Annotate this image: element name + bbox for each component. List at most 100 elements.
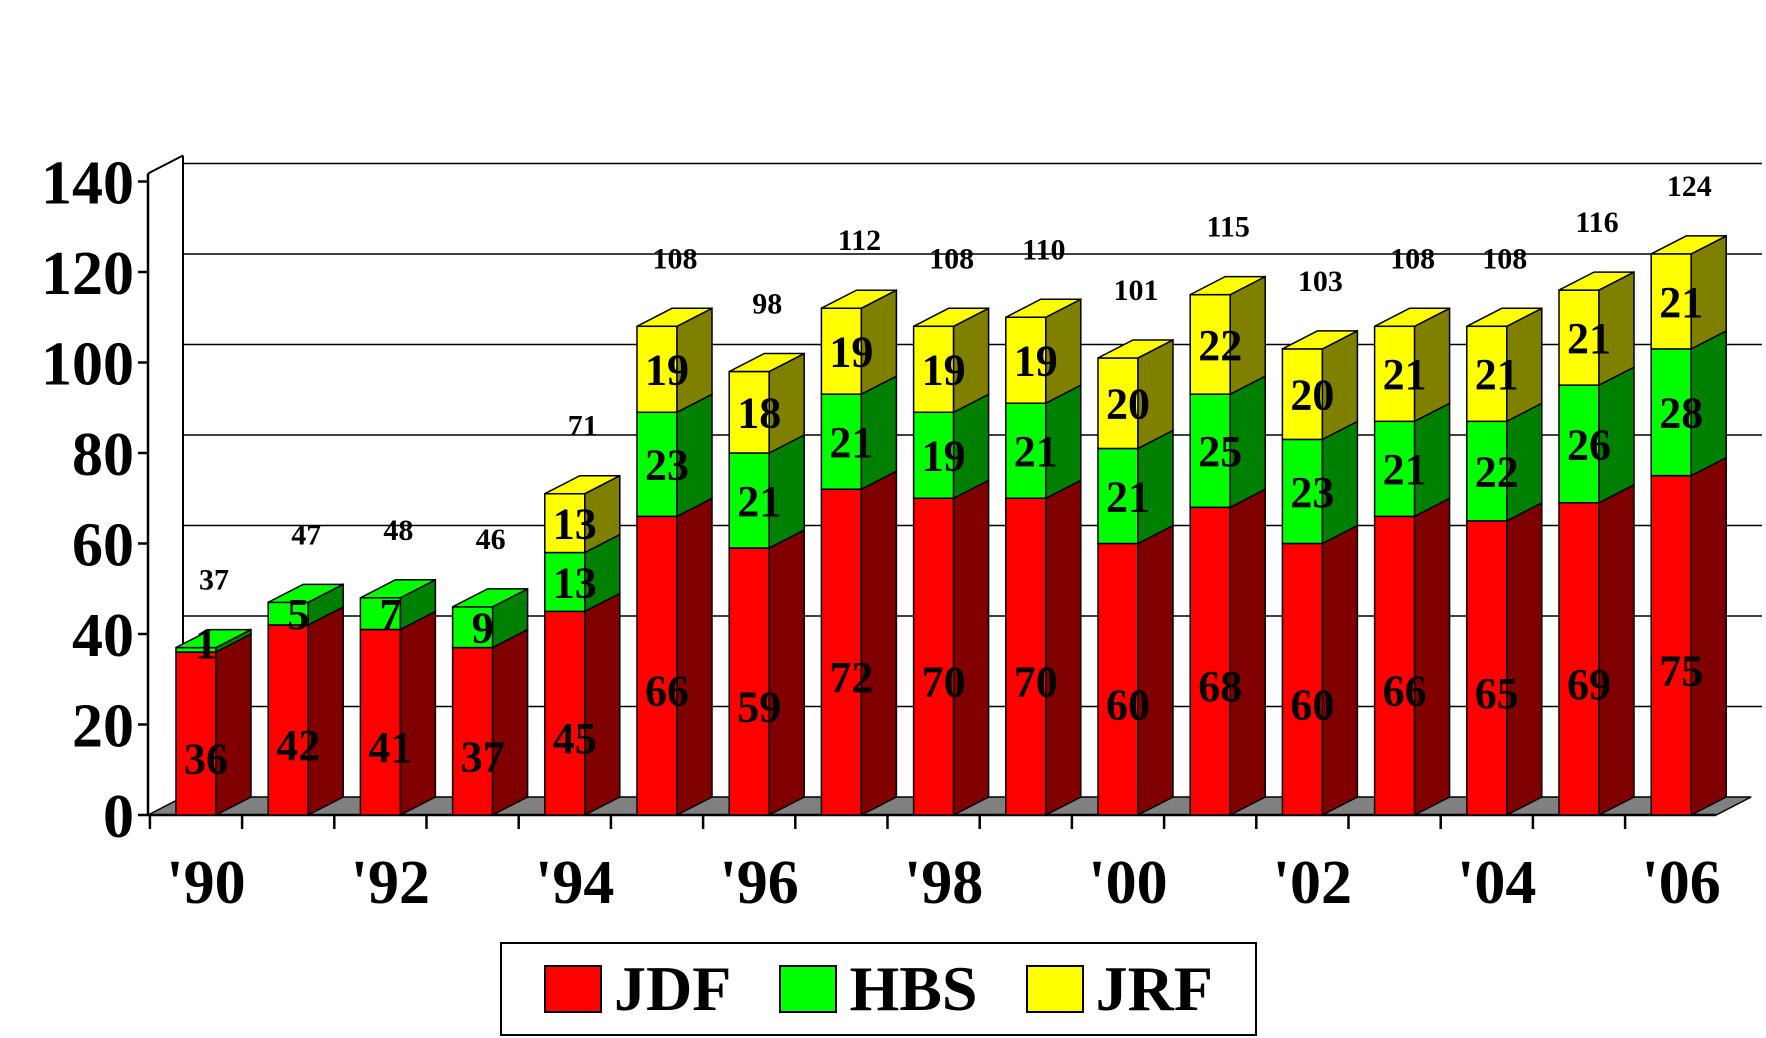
legend-item-jdf: JDF [544, 957, 731, 1021]
total-value-label: 37 [199, 564, 229, 597]
bar-jdf-front [820, 488, 863, 816]
total-value-label: 48 [383, 514, 413, 547]
bar-jdf-front [1466, 520, 1508, 816]
bar-hbs-front [1558, 384, 1600, 504]
total-value-label: 124 [1667, 170, 1712, 203]
bar-jdf-side [952, 479, 990, 817]
segment-value-label: 13 [553, 500, 597, 549]
segment-value-label: 60 [1106, 680, 1150, 729]
segment-value-label: 13 [553, 558, 597, 607]
segment-value-label: 9 [472, 604, 494, 653]
segment-value-label: 21 [1475, 350, 1519, 399]
segment-value-label: 22 [1198, 321, 1242, 370]
bar-jdf-side [1137, 524, 1174, 817]
bar-jrf-top [1650, 235, 1727, 255]
segment-value-label: 20 [1106, 380, 1150, 429]
bar-jrf-top [821, 289, 897, 309]
x-tick-label: '06 [1642, 849, 1721, 917]
bar-jdf-front [544, 610, 586, 816]
total-value-label: 112 [838, 224, 881, 257]
segment-value-label: 37 [461, 732, 505, 781]
bar-jdf-side [1598, 483, 1635, 817]
bar-jdf-front [1373, 515, 1416, 816]
total-value-label: 108 [653, 242, 698, 275]
bar-jdf-front [1281, 542, 1324, 816]
y-tick-label: 80 [72, 421, 134, 489]
y-tick-label: 20 [72, 693, 134, 761]
bar-jrf-front [728, 370, 770, 454]
x-tick-label: '96 [720, 849, 799, 917]
total-value-label: 116 [1575, 206, 1618, 239]
legend-swatch [1025, 965, 1084, 1013]
bar-jdf-side [215, 632, 252, 817]
bar-jrf-front [636, 325, 678, 414]
segment-value-label: 36 [184, 735, 228, 784]
x-tick-label: '04 [1457, 849, 1536, 917]
segment-value-label: 21 [1383, 445, 1427, 494]
bar-jdf-side [1506, 501, 1543, 817]
segment-value-label: 72 [829, 653, 873, 702]
segment-value-label: 19 [922, 346, 966, 395]
x-tick-label: '90 [166, 849, 245, 917]
bar-jdf-side [1321, 524, 1359, 817]
bars [175, 234, 1727, 817]
bar-hbs-top [360, 579, 436, 599]
segment-value-label: 1 [195, 619, 217, 668]
bar-jdf-side [399, 610, 437, 817]
bar-jrf-top [1374, 307, 1450, 328]
bar-jdf-front [1005, 497, 1047, 816]
segment-value-label: 45 [553, 714, 597, 763]
total-value-label: 108 [1482, 242, 1527, 275]
bar-jdf-front [1189, 506, 1231, 816]
y-tick-label: 100 [41, 331, 134, 399]
segment-value-label: 70 [1014, 658, 1058, 707]
x-tick-label: '94 [535, 849, 614, 917]
segment-value-label: 68 [1198, 662, 1242, 711]
bar-jdf-front [912, 497, 955, 816]
bar-jdf-side [584, 592, 621, 817]
bar-jrf-front [1097, 357, 1139, 450]
segment-value-label: 70 [922, 658, 966, 707]
segment-value-label: 75 [1659, 646, 1703, 695]
segment-value-label: 19 [922, 432, 966, 481]
segment-value-label: 18 [737, 389, 781, 438]
segment-value-label: 41 [368, 723, 412, 772]
bar-jdf-side [307, 605, 344, 817]
bar-jrf-front [1189, 293, 1231, 395]
bar-jdf-side [860, 469, 898, 817]
total-value-label: 115 [1207, 211, 1250, 244]
bar-jrf-front [1005, 316, 1047, 404]
segment-value-label: 21 [737, 477, 781, 526]
segment-value-label: 20 [1290, 371, 1334, 420]
y-tick-label: 60 [72, 512, 134, 580]
segment-value-label: 19 [645, 346, 689, 395]
segment-value-label: 19 [1014, 337, 1058, 386]
legend-label: HBS [849, 953, 978, 1024]
segment-value-label: 59 [737, 683, 781, 732]
bar-jrf-front [1558, 289, 1600, 386]
segment-value-label: 19 [829, 328, 873, 377]
bar-jdf-front [359, 628, 402, 816]
bar-jdf-front [636, 515, 678, 816]
labels: 36 1 37 42 5 47 41 7 48 37 9 46 45 13 13 71 66 23 19 108 59 2… [184, 170, 1712, 784]
legend-item-hbs: HBS [779, 953, 978, 1024]
bar-jrf-front [1281, 348, 1324, 441]
segment-value-label: 21 [1659, 278, 1703, 327]
bar-jdf-front [1097, 542, 1139, 816]
bar-hbs-front [1466, 420, 1508, 522]
segment-value-label: 66 [645, 667, 689, 716]
y-tick-label: 40 [72, 602, 134, 670]
total-value-label: 108 [1390, 242, 1435, 275]
total-value-label: 108 [929, 242, 974, 275]
bar-hbs-top [267, 583, 344, 604]
legend-swatch [779, 965, 838, 1013]
bar-hbs-top [175, 628, 252, 649]
segment-value-label: 42 [276, 721, 320, 770]
legend-label: JRF [1095, 953, 1213, 1024]
bar-hbs-top [452, 588, 528, 608]
legend-item-jrf: JRF [1025, 953, 1213, 1024]
segment-value-label: 60 [1290, 680, 1334, 729]
legend: JDF HBS JRF [500, 942, 1257, 1036]
bar-jdf-side [1045, 479, 1082, 817]
segment-value-label: 69 [1567, 660, 1611, 709]
